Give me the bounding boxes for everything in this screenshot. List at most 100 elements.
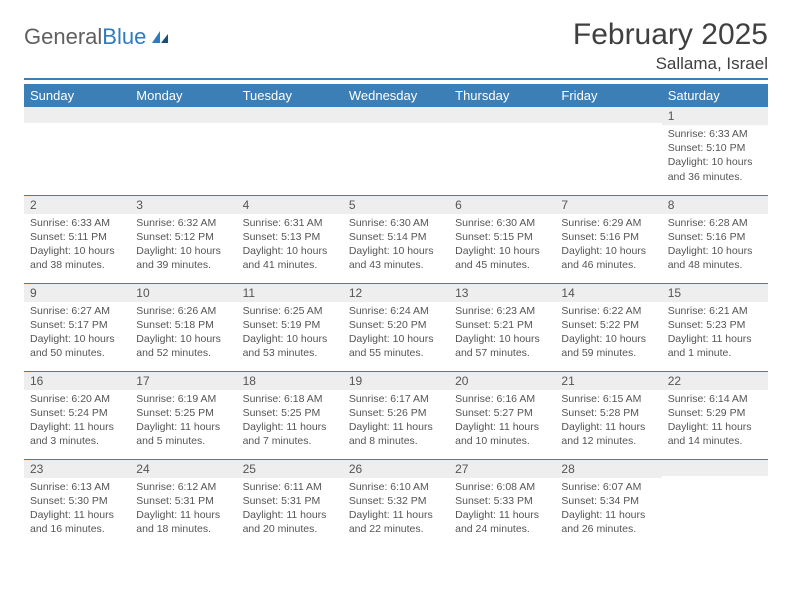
day-number: 28 — [555, 460, 661, 478]
day-detail: Sunrise: 6:20 AMSunset: 5:24 PMDaylight:… — [24, 390, 130, 453]
calendar-row: 23Sunrise: 6:13 AMSunset: 5:30 PMDayligh… — [24, 459, 768, 547]
calendar-cell: 9Sunrise: 6:27 AMSunset: 5:17 PMDaylight… — [24, 283, 130, 371]
day-number: 16 — [24, 372, 130, 390]
day-detail-line: Sunrise: 6:13 AM — [30, 480, 124, 494]
calendar-cell: 21Sunrise: 6:15 AMSunset: 5:28 PMDayligh… — [555, 371, 661, 459]
calendar-cell: 7Sunrise: 6:29 AMSunset: 5:16 PMDaylight… — [555, 195, 661, 283]
day-number: 3 — [130, 196, 236, 214]
day-number — [343, 107, 449, 123]
sail-icon — [150, 29, 170, 45]
day-detail: Sunrise: 6:16 AMSunset: 5:27 PMDaylight:… — [449, 390, 555, 453]
day-detail-line: Daylight: 11 hours and 22 minutes. — [349, 508, 443, 536]
day-detail-line: Daylight: 11 hours and 16 minutes. — [30, 508, 124, 536]
day-detail-line: Sunrise: 6:33 AM — [30, 216, 124, 230]
day-detail: Sunrise: 6:27 AMSunset: 5:17 PMDaylight:… — [24, 302, 130, 365]
day-detail-line: Sunrise: 6:10 AM — [349, 480, 443, 494]
day-detail-line: Daylight: 10 hours and 55 minutes. — [349, 332, 443, 360]
day-detail-line: Daylight: 10 hours and 38 minutes. — [30, 244, 124, 272]
day-detail-line: Sunset: 5:19 PM — [243, 318, 337, 332]
day-number: 18 — [237, 372, 343, 390]
day-number: 23 — [24, 460, 130, 478]
day-detail-line: Sunset: 5:18 PM — [136, 318, 230, 332]
day-detail-line: Daylight: 11 hours and 12 minutes. — [561, 420, 655, 448]
calendar-cell: 24Sunrise: 6:12 AMSunset: 5:31 PMDayligh… — [130, 459, 236, 547]
day-detail-line: Sunset: 5:26 PM — [349, 406, 443, 420]
day-detail-line: Sunset: 5:16 PM — [668, 230, 762, 244]
day-detail: Sunrise: 6:30 AMSunset: 5:15 PMDaylight:… — [449, 214, 555, 277]
day-number: 5 — [343, 196, 449, 214]
day-detail-line: Sunrise: 6:20 AM — [30, 392, 124, 406]
header-rule — [24, 78, 768, 80]
day-number — [449, 107, 555, 123]
calendar-row: 16Sunrise: 6:20 AMSunset: 5:24 PMDayligh… — [24, 371, 768, 459]
day-detail: Sunrise: 6:33 AMSunset: 5:11 PMDaylight:… — [24, 214, 130, 277]
calendar-cell: 12Sunrise: 6:24 AMSunset: 5:20 PMDayligh… — [343, 283, 449, 371]
calendar-cell: 27Sunrise: 6:08 AMSunset: 5:33 PMDayligh… — [449, 459, 555, 547]
day-detail-line: Sunrise: 6:30 AM — [349, 216, 443, 230]
day-number — [24, 107, 130, 123]
day-detail-line: Sunrise: 6:18 AM — [243, 392, 337, 406]
title-block: February 2025 Sallama, Israel — [573, 18, 768, 74]
day-detail: Sunrise: 6:33 AMSunset: 5:10 PMDaylight:… — [662, 125, 768, 188]
calendar-body: 1Sunrise: 6:33 AMSunset: 5:10 PMDaylight… — [24, 107, 768, 547]
calendar-cell: 22Sunrise: 6:14 AMSunset: 5:29 PMDayligh… — [662, 371, 768, 459]
calendar-cell: 8Sunrise: 6:28 AMSunset: 5:16 PMDaylight… — [662, 195, 768, 283]
calendar-cell: 16Sunrise: 6:20 AMSunset: 5:24 PMDayligh… — [24, 371, 130, 459]
day-detail-line: Sunrise: 6:31 AM — [243, 216, 337, 230]
day-detail-line: Sunset: 5:17 PM — [30, 318, 124, 332]
day-detail-line: Sunrise: 6:11 AM — [243, 480, 337, 494]
day-detail: Sunrise: 6:32 AMSunset: 5:12 PMDaylight:… — [130, 214, 236, 277]
day-detail-line: Daylight: 10 hours and 46 minutes. — [561, 244, 655, 272]
day-detail: Sunrise: 6:11 AMSunset: 5:31 PMDaylight:… — [237, 478, 343, 541]
day-detail-line: Sunset: 5:12 PM — [136, 230, 230, 244]
day-detail-line: Sunrise: 6:29 AM — [561, 216, 655, 230]
day-detail-line: Daylight: 10 hours and 53 minutes. — [243, 332, 337, 360]
day-detail-line: Sunrise: 6:12 AM — [136, 480, 230, 494]
day-detail: Sunrise: 6:14 AMSunset: 5:29 PMDaylight:… — [662, 390, 768, 453]
header: GeneralBlue February 2025 Sallama, Israe… — [24, 18, 768, 74]
day-number: 12 — [343, 284, 449, 302]
day-detail-line: Sunrise: 6:25 AM — [243, 304, 337, 318]
day-number: 26 — [343, 460, 449, 478]
day-detail-line: Sunrise: 6:27 AM — [30, 304, 124, 318]
day-detail-line: Sunset: 5:23 PM — [668, 318, 762, 332]
calendar-cell: 13Sunrise: 6:23 AMSunset: 5:21 PMDayligh… — [449, 283, 555, 371]
location: Sallama, Israel — [573, 54, 768, 74]
day-detail-line: Sunset: 5:25 PM — [136, 406, 230, 420]
calendar-cell — [343, 107, 449, 195]
day-number: 22 — [662, 372, 768, 390]
day-number: 7 — [555, 196, 661, 214]
day-detail-line: Sunset: 5:34 PM — [561, 494, 655, 508]
day-detail-line: Daylight: 11 hours and 10 minutes. — [455, 420, 549, 448]
day-detail-line: Daylight: 11 hours and 24 minutes. — [455, 508, 549, 536]
day-detail-line: Sunset: 5:31 PM — [243, 494, 337, 508]
calendar-cell — [662, 459, 768, 547]
day-detail: Sunrise: 6:18 AMSunset: 5:25 PMDaylight:… — [237, 390, 343, 453]
day-detail-line: Sunrise: 6:07 AM — [561, 480, 655, 494]
day-detail-line: Sunset: 5:29 PM — [668, 406, 762, 420]
day-number: 9 — [24, 284, 130, 302]
day-detail-line: Sunrise: 6:21 AM — [668, 304, 762, 318]
day-detail-line: Sunset: 5:27 PM — [455, 406, 549, 420]
dow-thu: Thursday — [449, 84, 555, 107]
calendar-cell: 10Sunrise: 6:26 AMSunset: 5:18 PMDayligh… — [130, 283, 236, 371]
day-detail-line: Daylight: 11 hours and 14 minutes. — [668, 420, 762, 448]
day-number: 27 — [449, 460, 555, 478]
day-number: 4 — [237, 196, 343, 214]
day-number: 25 — [237, 460, 343, 478]
day-detail-line: Sunrise: 6:19 AM — [136, 392, 230, 406]
day-detail-line: Sunrise: 6:30 AM — [455, 216, 549, 230]
day-detail-line: Sunrise: 6:23 AM — [455, 304, 549, 318]
dow-row: Sunday Monday Tuesday Wednesday Thursday… — [24, 84, 768, 107]
day-detail-line: Sunset: 5:28 PM — [561, 406, 655, 420]
day-detail-line: Daylight: 10 hours and 36 minutes. — [668, 155, 762, 183]
day-detail: Sunrise: 6:22 AMSunset: 5:22 PMDaylight:… — [555, 302, 661, 365]
day-detail: Sunrise: 6:30 AMSunset: 5:14 PMDaylight:… — [343, 214, 449, 277]
day-detail-line: Sunset: 5:20 PM — [349, 318, 443, 332]
day-detail-line: Sunset: 5:22 PM — [561, 318, 655, 332]
day-number — [237, 107, 343, 123]
day-detail: Sunrise: 6:17 AMSunset: 5:26 PMDaylight:… — [343, 390, 449, 453]
calendar-cell: 11Sunrise: 6:25 AMSunset: 5:19 PMDayligh… — [237, 283, 343, 371]
calendar-table: Sunday Monday Tuesday Wednesday Thursday… — [24, 84, 768, 547]
calendar-cell: 18Sunrise: 6:18 AMSunset: 5:25 PMDayligh… — [237, 371, 343, 459]
